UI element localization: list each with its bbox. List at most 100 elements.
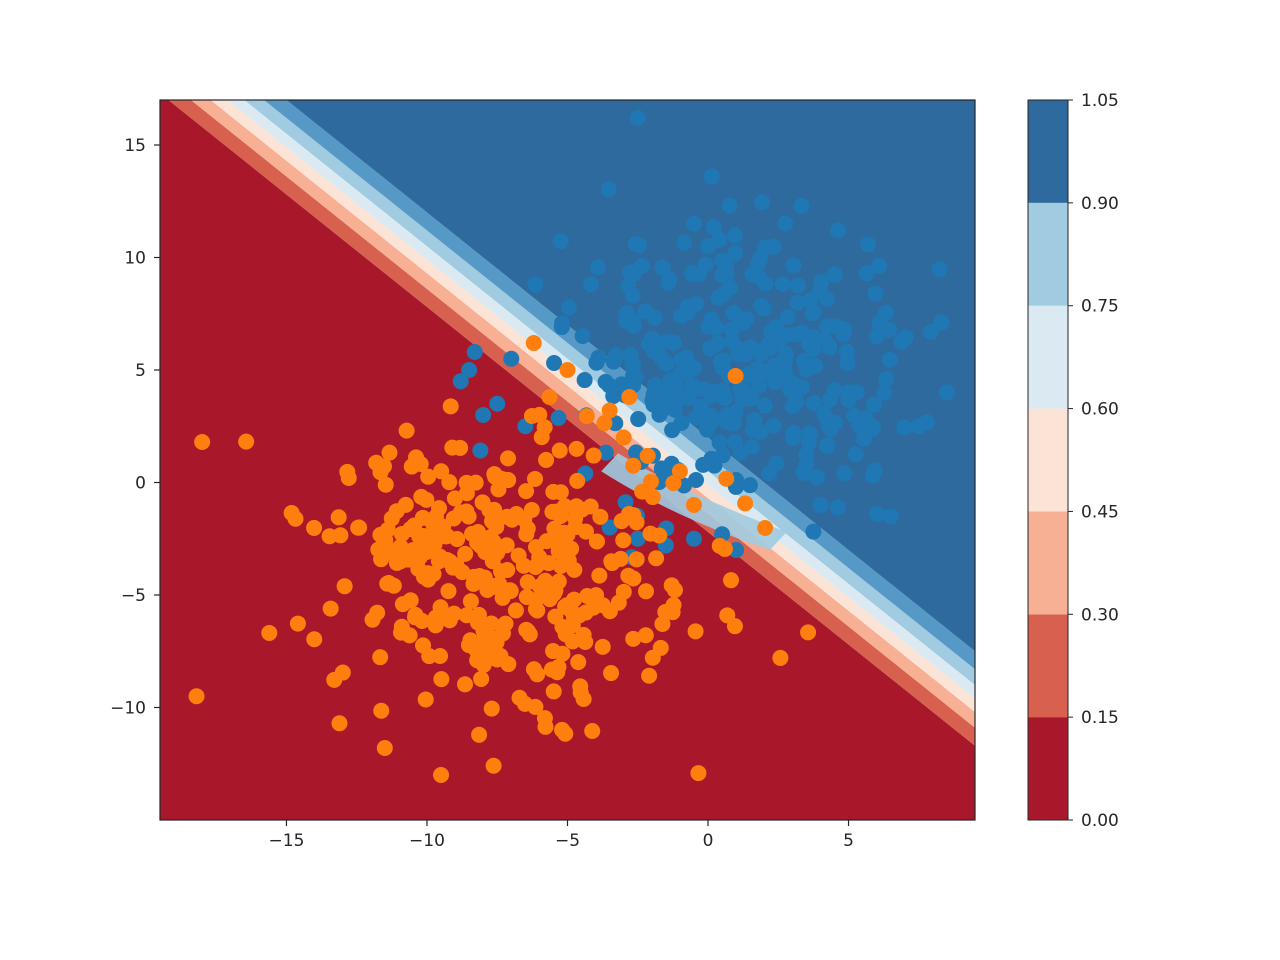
scatter-point [565, 617, 581, 633]
scatter-point [443, 398, 459, 414]
scatter-point [713, 353, 729, 369]
scatter-point [601, 181, 617, 197]
scatter-point [500, 472, 516, 488]
scatter-point [554, 722, 570, 738]
scatter-point [869, 506, 885, 522]
colorbar-segment [1028, 614, 1068, 717]
colorbar-segment [1028, 100, 1068, 203]
scatter-point [700, 238, 716, 254]
scatter-point [420, 469, 436, 485]
scatter-point [546, 683, 562, 699]
scatter-point [614, 513, 630, 529]
scatter-point [486, 758, 502, 774]
scatter-point [368, 455, 384, 471]
scatter-point [189, 688, 205, 704]
scatter-point [722, 198, 738, 214]
scatter-point [526, 335, 542, 351]
scatter-point [579, 408, 595, 424]
scatter-point [878, 371, 894, 387]
colorbar-segment [1028, 511, 1068, 614]
scatter-point [382, 445, 398, 461]
scatter-point [830, 222, 846, 238]
scatter-point [550, 410, 566, 426]
scatter-point [326, 672, 342, 688]
scatter-point [805, 329, 821, 345]
scatter-point [553, 558, 569, 574]
scatter-point [712, 435, 728, 451]
scatter-point [839, 355, 855, 371]
scatter-point [660, 275, 676, 291]
scatter-point [827, 382, 843, 398]
colorbar-tick-label: 0.30 [1081, 605, 1119, 625]
scatter-point [812, 283, 828, 299]
scatter-point [499, 537, 515, 553]
scatter-point [868, 285, 884, 301]
scatter-point [413, 489, 429, 505]
x-tick-label: 5 [843, 831, 854, 851]
scatter-point [800, 624, 816, 640]
scatter-point [754, 363, 770, 379]
scatter-point [622, 264, 638, 280]
scatter-point [545, 484, 561, 500]
scatter-point [767, 374, 783, 390]
scatter-point [372, 649, 388, 665]
scatter-point [341, 470, 357, 486]
scatter-point [591, 568, 607, 584]
scatter-point [619, 305, 635, 321]
scatter-point [686, 360, 702, 376]
scatter-point [932, 261, 948, 277]
scatter-point [588, 355, 604, 371]
scatter-point [657, 604, 673, 620]
scatter-point [475, 407, 491, 423]
scatter-point [676, 235, 692, 251]
scatter-point [823, 421, 839, 437]
colorbar-segment [1028, 409, 1068, 512]
scatter-point [598, 374, 614, 390]
scatter-point [695, 457, 711, 473]
scatter-point [527, 471, 543, 487]
scatter-point [772, 650, 788, 666]
x-tick-label: 0 [703, 831, 714, 851]
scatter-point [634, 484, 650, 500]
scatter-point [625, 631, 641, 647]
scatter-point [715, 383, 731, 399]
scatter-point [894, 334, 910, 350]
scatter-point [745, 422, 761, 438]
scatter-point [766, 418, 782, 434]
scatter-point [896, 419, 912, 435]
colorbar-tick-label: 0.00 [1081, 811, 1119, 831]
scatter-point [532, 578, 548, 594]
scatter-point [848, 446, 864, 462]
scatter-point [939, 385, 955, 401]
scatter-point [659, 333, 675, 349]
y-tick-label: 5 [135, 361, 146, 381]
scatter-point [882, 352, 898, 368]
scatter-point [805, 524, 821, 540]
scatter-point [508, 602, 524, 618]
scatter-point [534, 429, 550, 445]
scatter-point [428, 617, 444, 633]
scatter-point [365, 612, 381, 628]
scatter-point [549, 664, 565, 680]
scatter-point [778, 327, 794, 343]
scatter-point [766, 239, 782, 255]
scatter-point [377, 740, 393, 756]
scatter-point [655, 401, 671, 417]
colorbar-tick-label: 0.45 [1081, 502, 1119, 522]
scatter-point [820, 437, 836, 453]
scatter-point [575, 328, 591, 344]
scatter-point [331, 715, 347, 731]
scatter-point [727, 228, 743, 244]
scatter-point [819, 318, 835, 334]
scatter-point [680, 304, 696, 320]
scatter-point [531, 407, 547, 423]
colorbar: 0.000.150.300.450.600.750.901.05 [1028, 91, 1119, 831]
scatter-point [688, 410, 704, 426]
scatter-point [290, 616, 306, 632]
x-tick-label: −5 [555, 831, 580, 851]
scatter-point [306, 520, 322, 536]
scatter-point [502, 582, 518, 598]
scatter-point [500, 450, 516, 466]
y-tick-label: 15 [124, 136, 146, 156]
scatter-point [654, 260, 670, 276]
